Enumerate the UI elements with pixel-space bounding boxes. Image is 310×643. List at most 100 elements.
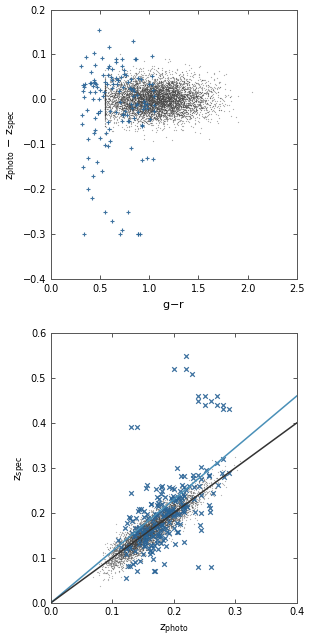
Point — [176, 515, 181, 525]
Point — [113, 96, 117, 106]
Point — [209, 478, 214, 489]
Point — [142, 86, 147, 96]
Point — [138, 71, 143, 82]
Point — [175, 99, 180, 109]
Point — [127, 540, 132, 550]
Point — [142, 527, 147, 537]
Point — [144, 515, 148, 525]
Point — [207, 109, 212, 120]
Point — [133, 102, 138, 112]
Point — [162, 100, 166, 111]
Point — [134, 530, 139, 540]
Point — [153, 113, 157, 123]
Point — [116, 550, 121, 560]
Point — [178, 85, 183, 95]
Point — [152, 529, 157, 539]
Point — [158, 507, 163, 518]
Point — [167, 509, 172, 519]
Point — [113, 109, 118, 119]
Point — [161, 104, 166, 114]
Point — [156, 82, 161, 93]
Point — [181, 99, 186, 109]
Point — [152, 515, 157, 525]
Point — [176, 109, 181, 119]
Point — [129, 74, 134, 84]
Point — [130, 82, 135, 92]
Point — [127, 84, 132, 95]
Point — [146, 107, 151, 118]
Point — [158, 506, 163, 516]
Point — [174, 80, 179, 90]
Point — [160, 118, 165, 129]
Point — [201, 494, 206, 505]
Point — [114, 95, 119, 105]
Point — [175, 93, 180, 103]
Point — [147, 80, 152, 90]
Point — [211, 101, 216, 111]
Point — [124, 91, 129, 102]
Point — [138, 103, 143, 113]
Point — [181, 496, 186, 506]
Point — [140, 523, 145, 534]
Point — [118, 556, 123, 566]
Point — [184, 491, 188, 501]
Point — [165, 516, 170, 527]
Point — [150, 93, 155, 104]
Point — [103, 100, 108, 110]
Point — [142, 105, 147, 115]
Point — [132, 537, 137, 547]
Point — [129, 552, 134, 562]
Point — [91, 81, 96, 91]
Point — [172, 511, 177, 521]
Point — [108, 105, 113, 116]
Point — [143, 89, 148, 99]
Point — [104, 102, 109, 112]
Point — [135, 102, 140, 113]
Point — [128, 77, 133, 87]
Point — [133, 78, 138, 88]
Point — [164, 508, 169, 518]
Point — [159, 78, 164, 89]
Point — [148, 71, 153, 81]
Point — [140, 92, 144, 102]
Point — [190, 502, 195, 512]
Point — [186, 507, 191, 518]
Point — [141, 100, 146, 110]
Point — [175, 85, 180, 95]
Point — [145, 528, 150, 538]
Point — [124, 72, 129, 82]
Point — [145, 523, 150, 534]
Point — [120, 547, 125, 557]
Point — [109, 561, 114, 571]
Point — [206, 105, 211, 116]
Point — [155, 95, 160, 105]
Point — [168, 93, 173, 103]
Point — [137, 62, 142, 73]
Point — [175, 498, 179, 509]
Point — [192, 512, 197, 523]
Point — [180, 100, 185, 110]
Point — [150, 99, 155, 109]
Point — [157, 536, 162, 546]
Point — [154, 519, 159, 529]
Point — [161, 95, 166, 105]
Point — [141, 82, 146, 93]
Point — [113, 545, 117, 556]
Point — [188, 498, 193, 508]
Point — [142, 102, 147, 113]
Point — [177, 514, 182, 524]
Point — [163, 102, 168, 113]
Point — [112, 544, 117, 554]
Point — [125, 542, 130, 552]
Point — [111, 549, 116, 559]
Point — [165, 96, 170, 107]
Point — [129, 552, 134, 563]
Point — [179, 511, 184, 521]
Point — [111, 101, 116, 111]
Point — [160, 519, 165, 529]
Point — [174, 82, 179, 92]
Point — [145, 523, 150, 534]
Point — [156, 502, 161, 512]
Point — [158, 103, 163, 113]
Point — [146, 96, 151, 106]
